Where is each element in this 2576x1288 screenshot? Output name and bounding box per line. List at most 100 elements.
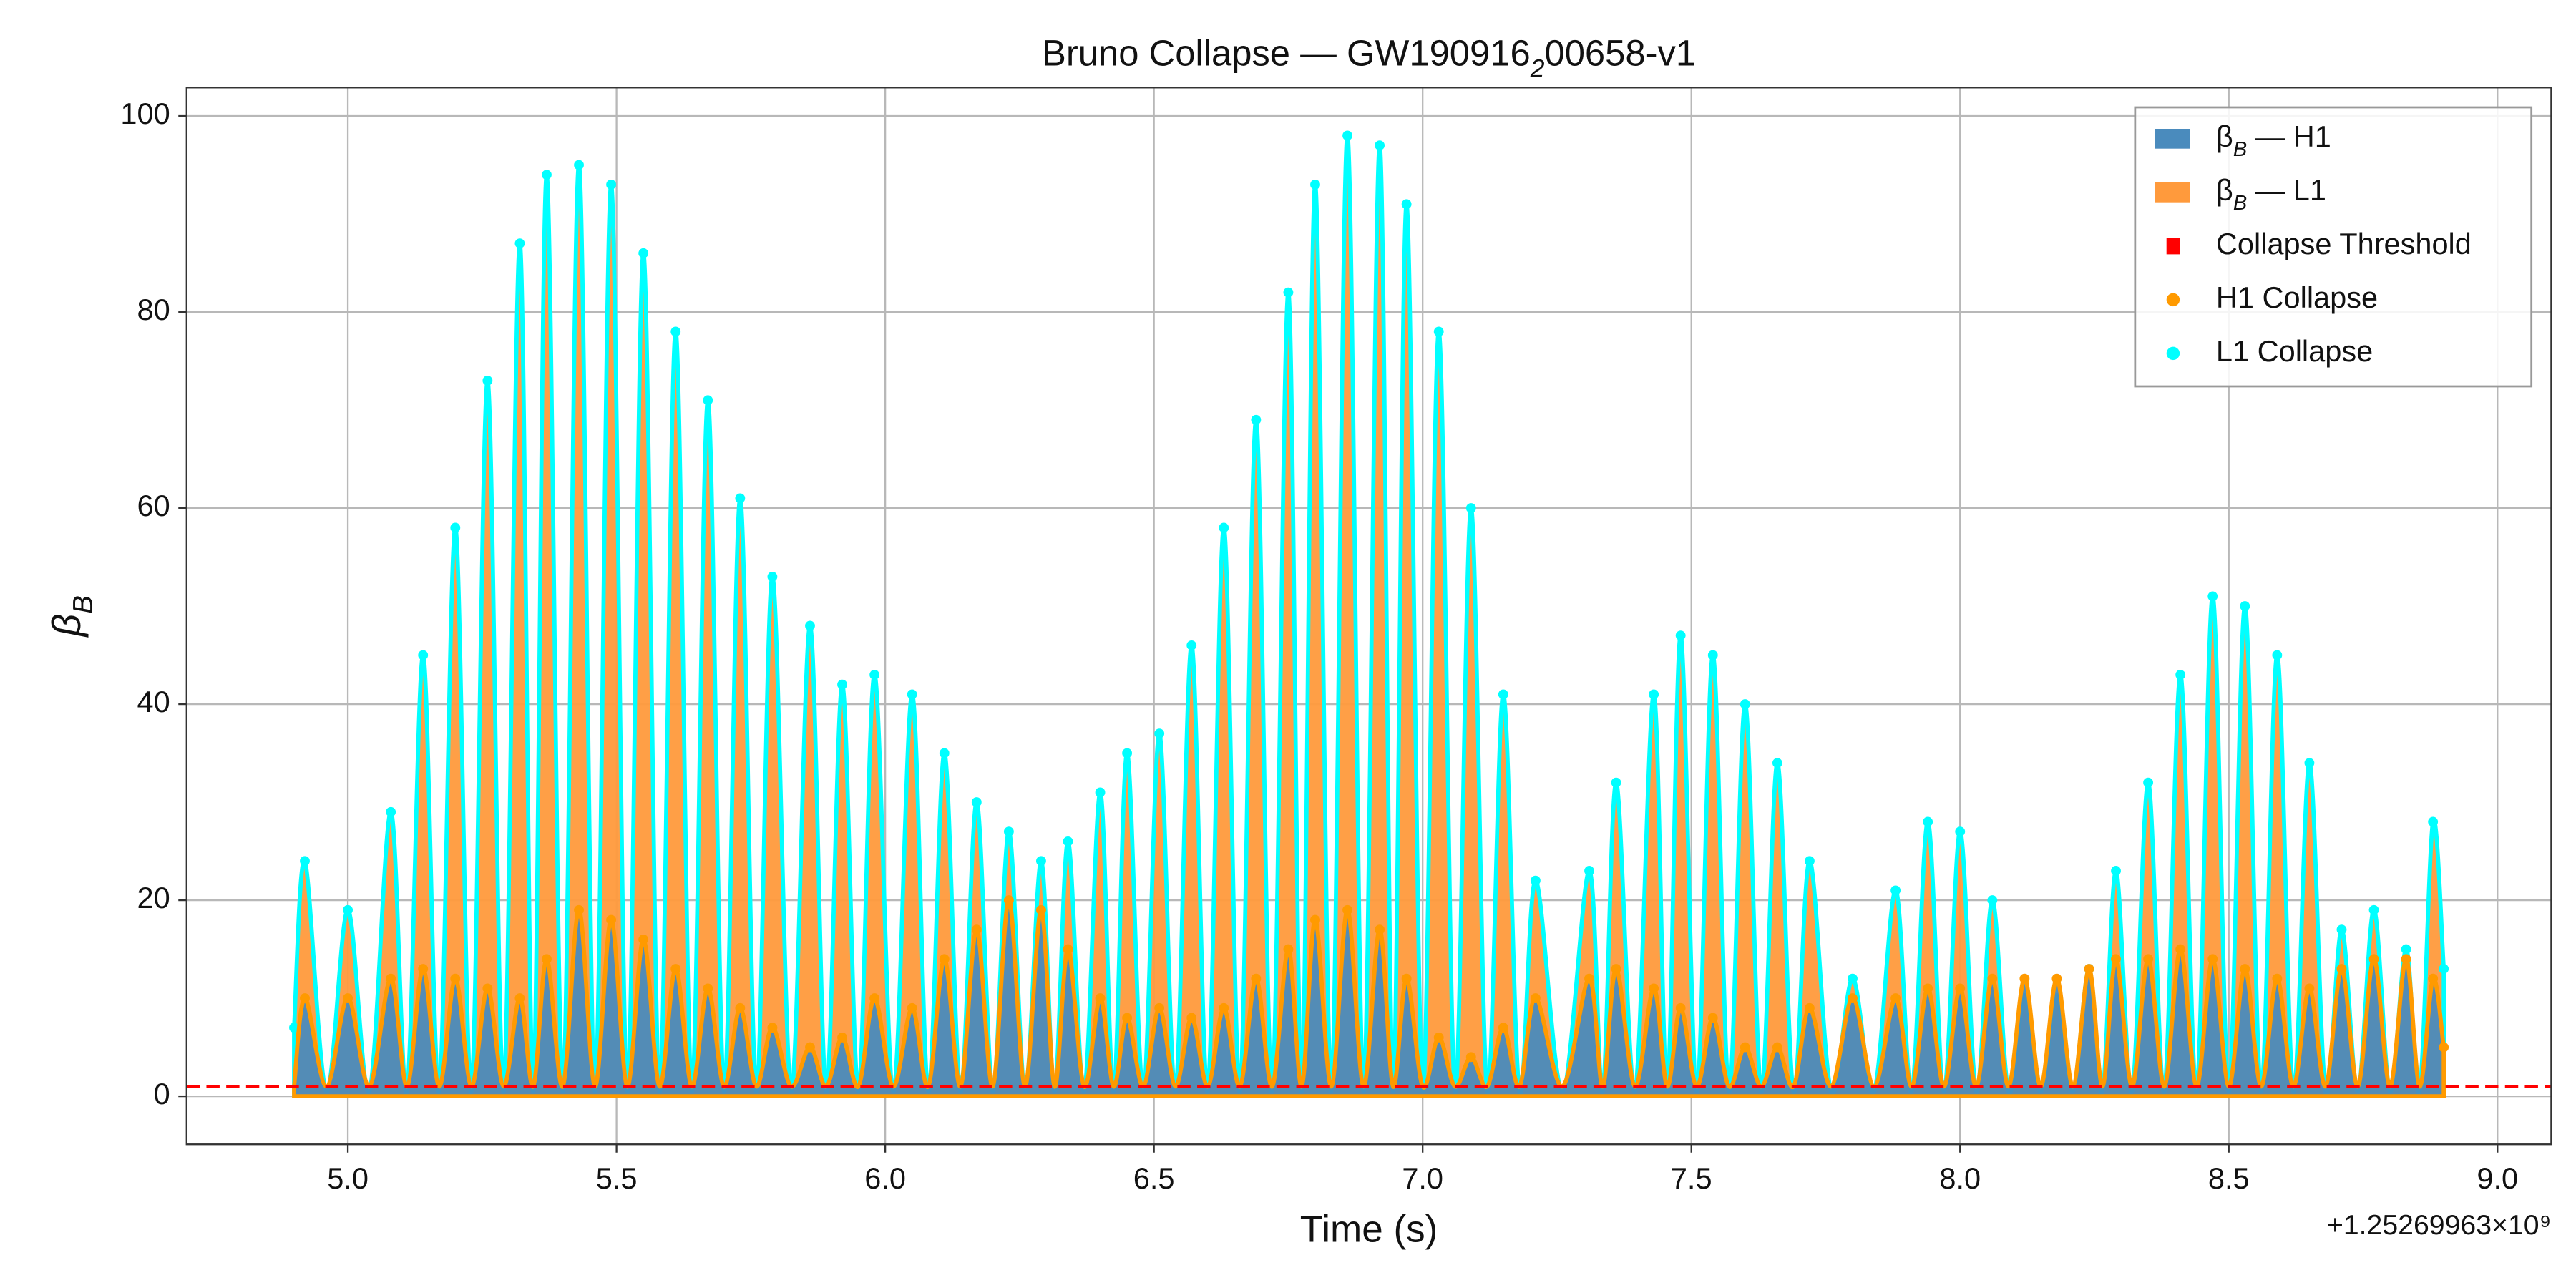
collapse-marker [1772,758,1782,769]
collapse-marker [670,326,681,337]
collapse-marker [574,160,584,170]
collapse-marker [1848,993,1858,1004]
x-tick-label: 9.0 [2477,1161,2518,1195]
collapse-marker [939,954,950,965]
collapse-marker [1649,689,1659,700]
collapse-marker [1465,503,1476,513]
collapse-marker [2428,816,2439,827]
collapse-marker [1122,1013,1133,1023]
collapse-marker [1310,180,1320,190]
legend-label: H1 Collapse [2216,280,2378,314]
collapse-marker [1342,130,1352,141]
collapse-marker [2143,954,2154,965]
x-offset-label: +1.25269963×10⁹ [2327,1209,2551,1241]
collapse-marker [907,689,917,700]
collapse-marker [386,806,396,817]
collapse-marker [1675,630,1686,641]
collapse-marker [418,964,429,974]
plot-area [289,130,2449,1098]
collapse-marker [1848,973,1858,984]
collapse-marker [767,572,778,582]
collapse-marker [1036,904,1046,915]
collapse-marker [2304,758,2315,769]
collapse-marker [2368,954,2379,965]
collapse-marker [1283,944,1294,955]
legend-label: βB — H1 [2216,119,2331,161]
collapse-marker [2401,954,2411,965]
collapse-marker [703,983,713,994]
collapse-marker [2272,650,2283,660]
collapse-marker [869,993,880,1004]
collapse-marker [2401,944,2411,955]
collapse-marker [514,238,525,249]
collapse-marker [971,924,982,935]
collapse-marker [1923,983,1933,994]
collapse-marker [2439,1042,2449,1053]
collapse-marker [1890,885,1901,896]
collapse-marker [300,856,310,867]
collapse-marker [542,170,552,180]
collapse-marker [1611,964,1621,974]
collapse-marker [1401,199,1412,210]
collapse-marker [1342,904,1352,915]
legend-swatch [2155,129,2190,149]
x-tick-label: 5.0 [327,1161,369,1195]
collapse-marker [1955,826,1966,837]
collapse-marker [1890,993,1901,1004]
collapse-marker [386,973,396,984]
y-tick-label: 40 [137,685,170,718]
collapse-marker [1251,414,1262,425]
collapse-marker [450,973,461,984]
legend-box [2134,106,2533,388]
collapse-marker [2207,591,2218,602]
collapse-marker [1707,650,1718,660]
collapse-marker [767,1023,778,1033]
collapse-marker [1401,973,1412,984]
axes-frame [185,87,2552,1146]
legend-label: βB — L1 [2216,173,2326,215]
y-tick-label: 20 [137,881,170,914]
collapse-marker [1186,640,1197,650]
collapse-marker [1154,728,1165,739]
collapse-marker [805,620,815,631]
collapse-marker [289,1023,299,1033]
collapse-marker [1186,1013,1197,1023]
legend-label: Collapse Threshold [2216,227,2472,260]
collapse-marker [2111,866,2121,876]
collapse-marker [2051,973,2062,984]
y-tick-label: 60 [137,489,170,522]
collapse-marker [1095,993,1106,1004]
collapse-marker [2336,964,2347,974]
y-tick-label: 0 [154,1077,170,1111]
collapse-marker [1310,914,1320,925]
collapse-marker [1375,924,1385,935]
collapse-marker [1772,1042,1782,1053]
legend-label: L1 Collapse [2216,334,2373,368]
collapse-marker [939,748,950,758]
collapse-marker [1003,826,1014,837]
collapse-marker [1122,748,1133,758]
collapse-marker [606,180,617,190]
collapse-marker [1584,866,1594,876]
collapse-marker [1498,1023,1508,1033]
collapse-marker [2084,964,2094,974]
collapse-marker [2175,670,2186,680]
collapse-marker [1063,944,1073,955]
collapse-marker [2240,601,2250,611]
collapse-marker [2175,944,2186,955]
x-tick-label: 8.5 [2208,1161,2250,1195]
collapse-marker [1987,973,1998,984]
collapse-marker [1375,140,1385,151]
collapse-marker [1584,973,1594,984]
collapse-marker [2439,964,2449,974]
legend-swatch [2166,238,2180,255]
collapse-marker [2143,777,2154,788]
collapse-marker [343,904,353,915]
collapse-marker [1740,699,1750,709]
collapse-marker [1219,522,1229,533]
collapse-marker [1955,983,1966,994]
collapse-marker [2272,973,2283,984]
collapse-marker [542,954,552,965]
collapse-marker [1611,777,1621,788]
